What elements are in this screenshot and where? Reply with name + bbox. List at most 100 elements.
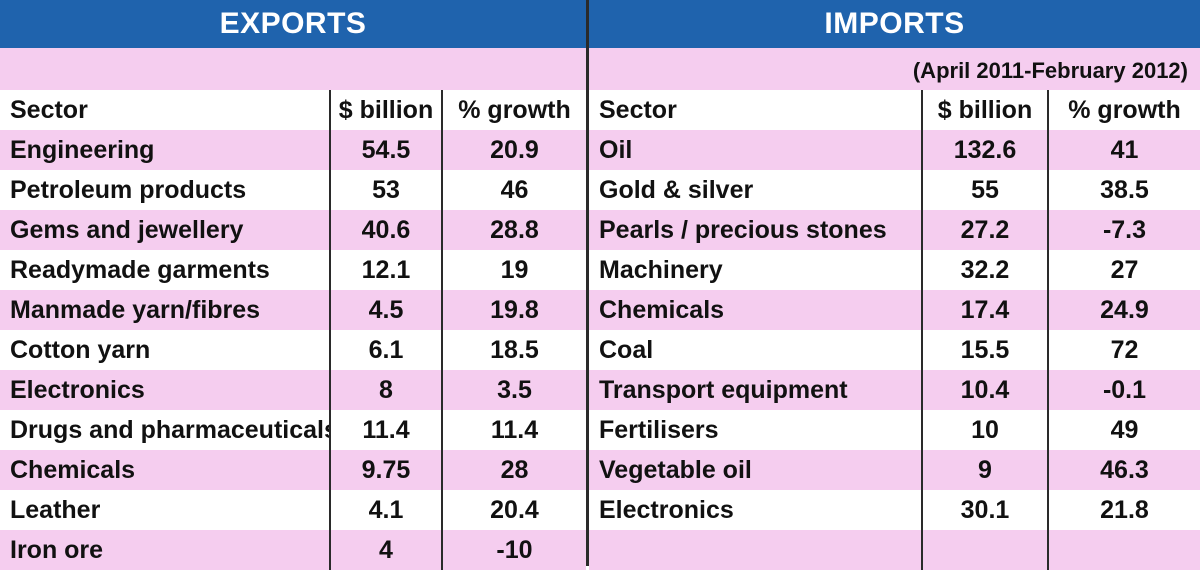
imports-growth-cell: 27 — [1048, 250, 1200, 290]
imports-growth-cell: 38.5 — [1048, 170, 1200, 210]
exports-billion-cell: 4 — [330, 530, 443, 570]
imports-row: Pearls / precious stones 27.2 -7.3 — [589, 210, 1200, 250]
exports-growth-cell: 19 — [442, 250, 586, 290]
imports-sector-cell: Vegetable oil — [589, 450, 923, 490]
imports-billion-cell — [922, 530, 1049, 570]
imports-growth-cell: 72 — [1048, 330, 1200, 370]
imports-billion-cell: 10 — [922, 410, 1049, 450]
imports-billion-cell: 15.5 — [922, 330, 1049, 370]
imports-sector-cell: Gold & silver — [589, 170, 923, 210]
exports-growth-cell: 19.8 — [442, 290, 586, 330]
imports-sector-cell — [589, 530, 923, 570]
exports-sector-cell: Engineering — [0, 130, 331, 170]
imports-row: Vegetable oil 9 46.3 — [589, 450, 1200, 490]
imports-row: Chemicals 17.4 24.9 — [589, 290, 1200, 330]
exports-billion-cell: 4.1 — [330, 490, 443, 530]
imports-sector-cell: Oil — [589, 130, 923, 170]
imports-growth-cell: 46.3 — [1048, 450, 1200, 490]
exports-sector-cell: Readymade garments — [0, 250, 331, 290]
imports-growth-cell — [1048, 530, 1200, 570]
exports-sector-cell: Electronics — [0, 370, 331, 410]
imports-col-growth: % growth — [1048, 90, 1200, 130]
exports-sector-cell: Petroleum products — [0, 170, 331, 210]
exports-billion-cell: 40.6 — [330, 210, 443, 250]
exports-billion-cell: 4.5 — [330, 290, 443, 330]
exports-col-growth: % growth — [442, 90, 586, 130]
exports-billion-cell: 12.1 — [330, 250, 443, 290]
imports-header-row: Sector $ billion % growth — [589, 90, 1200, 130]
exports-growth-cell: 20.9 — [442, 130, 586, 170]
exports-row: Iron ore 4 -10 — [0, 530, 586, 570]
imports-row: Oil 132.6 41 — [589, 130, 1200, 170]
imports-sector-cell: Machinery — [589, 250, 923, 290]
exports-growth-cell: 28 — [442, 450, 586, 490]
imports-row — [589, 530, 1200, 570]
exports-header-row: Sector $ billion % growth — [0, 90, 586, 130]
exports-row: Gems and jewellery 40.6 28.8 — [0, 210, 586, 250]
exports-sector-cell: Gems and jewellery — [0, 210, 331, 250]
date-range-label: (April 2011-February 2012) — [912, 58, 1188, 83]
imports-col-billion: $ billion — [922, 90, 1049, 130]
exports-col-sector: Sector — [0, 90, 331, 130]
exports-row: Engineering 54.5 20.9 — [0, 130, 586, 170]
imports-billion-cell: 30.1 — [922, 490, 1049, 530]
exports-row: Drugs and pharmaceuticals 11.4 11.4 — [0, 410, 586, 450]
imports-growth-cell: -7.3 — [1048, 210, 1200, 250]
exports-row: Petroleum products 53 46 — [0, 170, 586, 210]
exports-table: Sector $ billion % growth Engineering 54.… — [0, 90, 586, 570]
exports-growth-cell: 3.5 — [442, 370, 586, 410]
imports-sector-cell: Pearls / precious stones — [589, 210, 923, 250]
exports-growth-cell: 46 — [442, 170, 586, 210]
imports-sector-cell: Transport equipment — [589, 370, 923, 410]
imports-growth-cell: 49 — [1048, 410, 1200, 450]
exports-billion-cell: 9.75 — [330, 450, 443, 490]
exports-growth-cell: 20.4 — [442, 490, 586, 530]
exports-row: Chemicals 9.75 28 — [0, 450, 586, 490]
imports-growth-cell: 41 — [1048, 130, 1200, 170]
imports-table: Sector $ billion % growth Oil 132.6 41 Gold… — [589, 90, 1200, 570]
imports-billion-cell: 9 — [922, 450, 1049, 490]
imports-growth-cell: 21.8 — [1048, 490, 1200, 530]
imports-sector-cell: Chemicals — [589, 290, 923, 330]
imports-col-sector: Sector — [589, 90, 923, 130]
exports-growth-cell: -10 — [442, 530, 586, 570]
imports-billion-cell: 17.4 — [922, 290, 1049, 330]
imports-billion-cell: 32.2 — [922, 250, 1049, 290]
exports-sector-cell: Iron ore — [0, 530, 331, 570]
imports-sector-cell: Electronics — [589, 490, 923, 530]
imports-billion-cell: 132.6 — [922, 130, 1049, 170]
imports-row: Electronics 30.1 21.8 — [589, 490, 1200, 530]
exports-growth-cell: 11.4 — [442, 410, 586, 450]
exports-growth-cell: 18.5 — [442, 330, 586, 370]
imports-header: IMPORTS — [589, 0, 1200, 48]
imports-row: Machinery 32.2 27 — [589, 250, 1200, 290]
exports-billion-cell: 11.4 — [330, 410, 443, 450]
exports-sector-cell: Manmade yarn/fibres — [0, 290, 331, 330]
exports-billion-cell: 53 — [330, 170, 443, 210]
imports-sector-cell: Fertilisers — [589, 410, 923, 450]
imports-billion-cell: 55 — [922, 170, 1049, 210]
exports-growth-cell: 28.8 — [442, 210, 586, 250]
exports-row: Leather 4.1 20.4 — [0, 490, 586, 530]
imports-billion-cell: 27.2 — [922, 210, 1049, 250]
imports-row: Coal 15.5 72 — [589, 330, 1200, 370]
exports-header: EXPORTS — [0, 0, 586, 48]
exports-row: Readymade garments 12.1 19 — [0, 250, 586, 290]
exports-billion-cell: 6.1 — [330, 330, 443, 370]
imports-row: Transport equipment 10.4 -0.1 — [589, 370, 1200, 410]
exports-sector-cell: Cotton yarn — [0, 330, 331, 370]
exports-billion-cell: 54.5 — [330, 130, 443, 170]
exports-row: Electronics 8 3.5 — [0, 370, 586, 410]
center-divider — [586, 0, 589, 566]
exports-col-billion: $ billion — [330, 90, 443, 130]
imports-growth-cell: 24.9 — [1048, 290, 1200, 330]
exports-sector-cell: Chemicals — [0, 450, 331, 490]
exports-billion-cell: 8 — [330, 370, 443, 410]
exports-sector-cell: Leather — [0, 490, 331, 530]
imports-billion-cell: 10.4 — [922, 370, 1049, 410]
imports-sector-cell: Coal — [589, 330, 923, 370]
exports-row: Cotton yarn 6.1 18.5 — [0, 330, 586, 370]
exports-sector-cell: Drugs and pharmaceuticals — [0, 410, 331, 450]
imports-growth-cell: -0.1 — [1048, 370, 1200, 410]
